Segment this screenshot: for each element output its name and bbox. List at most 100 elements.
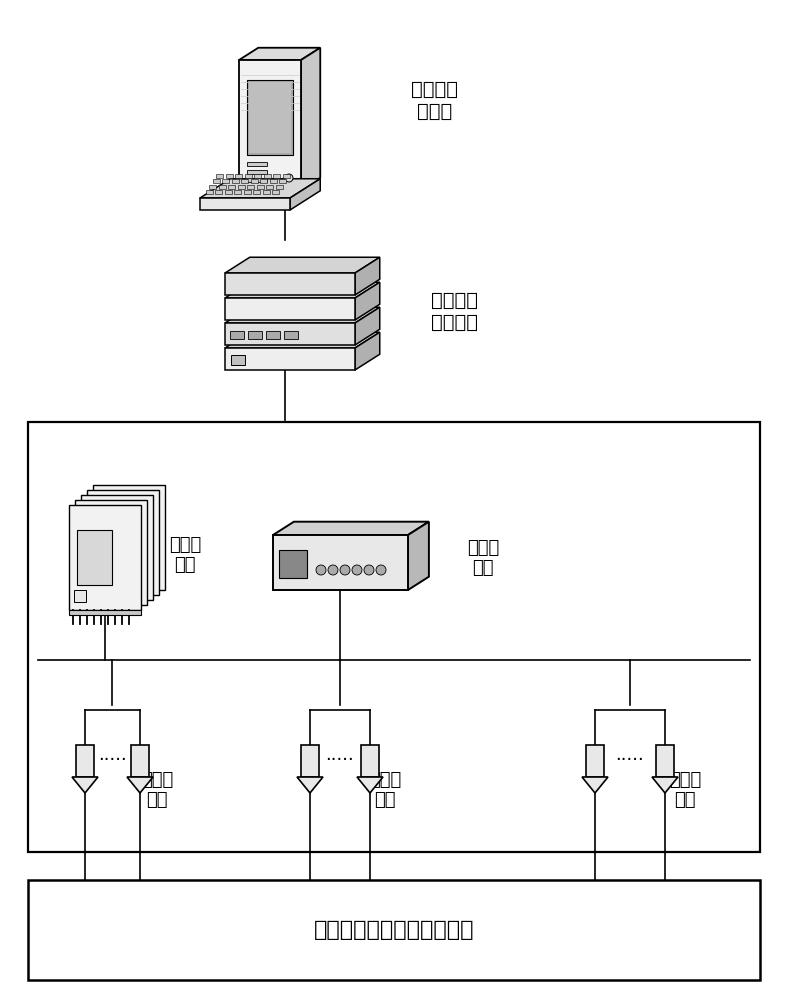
Polygon shape	[407, 522, 428, 590]
Polygon shape	[355, 282, 379, 320]
Bar	[216, 174, 223, 178]
Bar	[585, 745, 603, 777]
Polygon shape	[127, 777, 153, 793]
Bar	[234, 190, 241, 194]
Polygon shape	[290, 179, 320, 210]
Bar	[230, 355, 245, 365]
Polygon shape	[72, 777, 98, 793]
Bar	[238, 185, 245, 189]
Text: 振动传
感器: 振动传 感器	[668, 771, 700, 809]
Bar	[228, 185, 235, 189]
Polygon shape	[355, 332, 379, 370]
Polygon shape	[225, 273, 355, 295]
Bar	[69, 610, 141, 615]
Bar	[249, 82, 291, 153]
Bar	[263, 174, 271, 178]
Polygon shape	[651, 777, 677, 793]
Polygon shape	[238, 60, 300, 190]
Polygon shape	[296, 777, 323, 793]
Bar	[272, 190, 279, 194]
Text: ·····: ·····	[98, 751, 127, 769]
Bar	[300, 745, 319, 777]
Bar	[222, 179, 229, 183]
Bar	[279, 550, 307, 578]
Bar	[247, 331, 262, 339]
Circle shape	[328, 565, 337, 575]
Bar	[260, 179, 267, 183]
Bar	[213, 179, 220, 183]
Circle shape	[364, 565, 373, 575]
Polygon shape	[273, 535, 407, 590]
Polygon shape	[355, 257, 379, 295]
Bar	[75, 500, 147, 605]
Polygon shape	[225, 323, 355, 345]
Polygon shape	[200, 179, 320, 198]
Bar	[131, 745, 149, 777]
Bar	[81, 495, 153, 600]
Bar	[275, 185, 283, 189]
Circle shape	[316, 565, 325, 575]
Polygon shape	[200, 198, 290, 210]
Bar	[215, 190, 222, 194]
Polygon shape	[225, 298, 355, 320]
Text: ·····: ·····	[325, 751, 354, 769]
Bar	[225, 190, 232, 194]
Circle shape	[340, 565, 349, 575]
Bar	[266, 185, 273, 189]
Circle shape	[284, 174, 292, 182]
Bar	[266, 331, 279, 339]
Polygon shape	[300, 48, 320, 190]
Bar	[232, 179, 238, 183]
Polygon shape	[225, 332, 379, 348]
Circle shape	[376, 565, 385, 575]
Bar	[74, 590, 86, 602]
Bar	[241, 179, 248, 183]
Bar	[243, 190, 251, 194]
Bar	[28, 422, 759, 852]
Polygon shape	[225, 348, 355, 370]
Bar	[263, 190, 270, 194]
Text: 数控机床整机、核心子系统: 数控机床整机、核心子系统	[313, 920, 474, 940]
Bar	[270, 179, 277, 183]
Text: 温度采
集板: 温度采 集板	[169, 536, 201, 574]
Bar	[93, 485, 165, 590]
Bar	[210, 185, 216, 189]
Bar	[251, 179, 258, 183]
Text: 噪声传
感器: 噪声传 感器	[369, 771, 401, 809]
Bar	[247, 178, 267, 182]
Bar	[87, 490, 159, 595]
Bar	[257, 185, 263, 189]
Polygon shape	[355, 307, 379, 345]
Bar	[273, 174, 280, 178]
Polygon shape	[581, 777, 607, 793]
Bar	[247, 185, 255, 189]
Bar	[76, 745, 94, 777]
Bar	[655, 745, 673, 777]
Bar	[247, 170, 267, 174]
Text: 数据采集
主控制盒: 数据采集 主控制盒	[430, 290, 478, 332]
Bar	[77, 530, 112, 585]
Polygon shape	[238, 48, 320, 60]
Bar	[283, 174, 290, 178]
Text: 温度传
感器: 温度传 感器	[141, 771, 173, 809]
Bar	[361, 745, 378, 777]
Bar	[247, 162, 267, 166]
Bar	[218, 185, 226, 189]
Polygon shape	[225, 307, 379, 323]
Polygon shape	[273, 522, 428, 535]
Polygon shape	[225, 257, 379, 273]
Polygon shape	[225, 282, 379, 298]
Bar	[253, 190, 260, 194]
Bar	[245, 174, 251, 178]
Text: ·····: ·····	[615, 751, 643, 769]
Bar	[247, 80, 292, 155]
Polygon shape	[357, 777, 382, 793]
Bar	[279, 179, 286, 183]
Text: 信号调
理器: 信号调 理器	[467, 539, 499, 577]
Bar	[283, 331, 298, 339]
Circle shape	[352, 565, 361, 575]
Text: 故障预测
上位机: 故障预测 上位机	[411, 80, 458, 121]
Bar	[255, 174, 261, 178]
Bar	[235, 174, 243, 178]
Bar	[230, 331, 243, 339]
